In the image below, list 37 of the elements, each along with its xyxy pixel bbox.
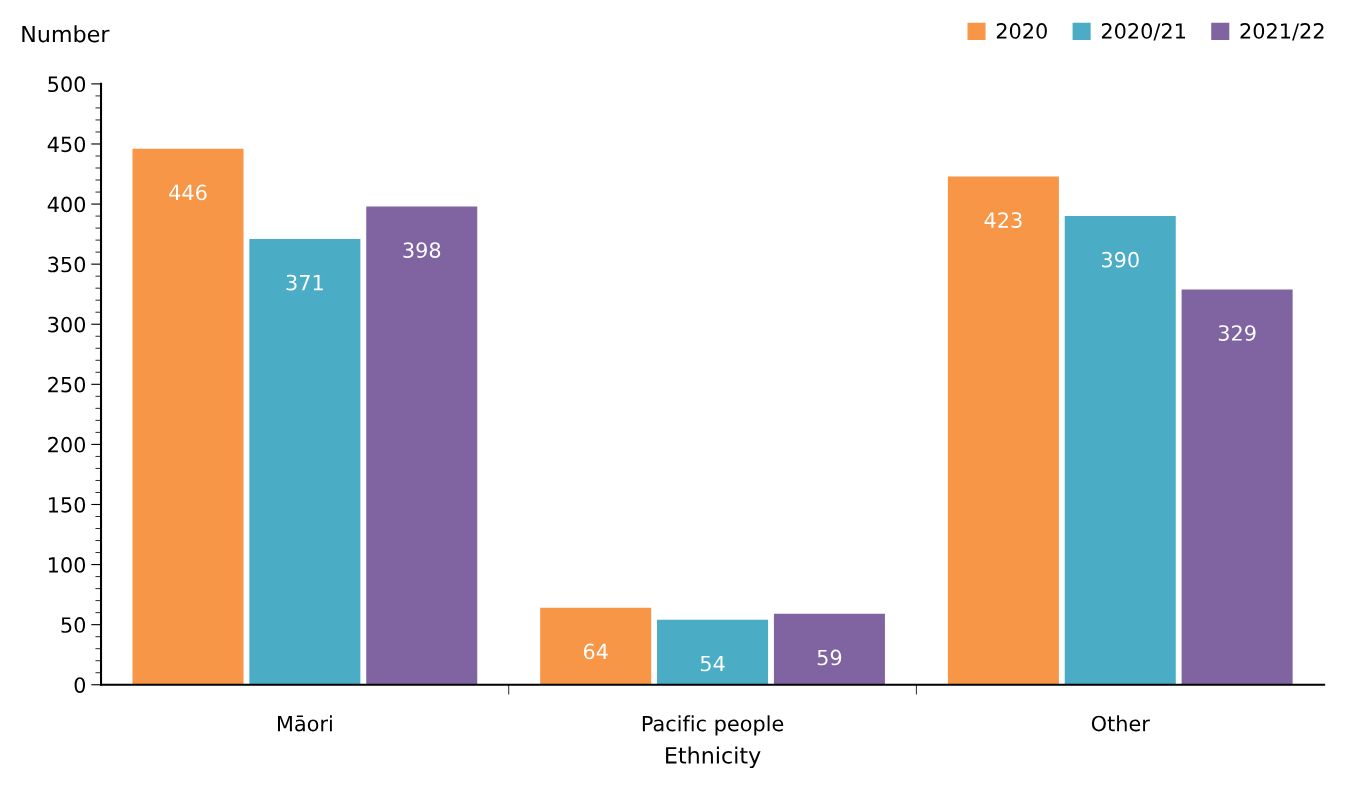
y-tick-label: 450 (47, 136, 86, 153)
bar (249, 238, 361, 685)
x-tick-label: Pacific people (642, 715, 784, 736)
y-tick-label: 350 (48, 256, 86, 273)
data-label: 54 (700, 655, 725, 672)
y-tick-label: 300 (48, 316, 86, 333)
data-label: 390 (1101, 251, 1139, 268)
legend-label: 2021/22 (1240, 23, 1324, 41)
bar (773, 613, 885, 685)
data-label: 64 (583, 643, 608, 660)
y-tick-label: 50 (61, 617, 86, 633)
y-tick-label: 500 (48, 76, 86, 93)
y-axis-title: Number (22, 25, 110, 43)
bar (947, 176, 1059, 685)
legend-label: 2020 (996, 23, 1047, 39)
legend-label: 2020/21 (1101, 23, 1185, 41)
bar (132, 148, 244, 685)
data-label: 446 (169, 184, 207, 201)
data-label: 329 (1218, 325, 1256, 341)
x-tick-label: Māori (277, 715, 332, 732)
bar (540, 607, 652, 685)
y-tick-label: 0 (74, 677, 86, 693)
bar (366, 206, 478, 685)
data-label: 423 (984, 212, 1022, 228)
y-tick-label: 250 (48, 376, 86, 393)
y-tick-label: 150 (48, 496, 86, 513)
y-tick-label: 100 (48, 557, 86, 573)
y-tick-label: 400 (47, 196, 86, 213)
data-label: 59 (817, 649, 842, 666)
bar (1064, 216, 1176, 685)
y-tick-label: 200 (48, 436, 86, 453)
bar (657, 619, 769, 685)
x-tick-label: Other (1091, 715, 1150, 732)
bar (1181, 289, 1293, 685)
data-label: 398 (403, 242, 441, 258)
x-axis-title: Ethnicity (666, 746, 761, 769)
data-label: 371 (286, 274, 323, 291)
